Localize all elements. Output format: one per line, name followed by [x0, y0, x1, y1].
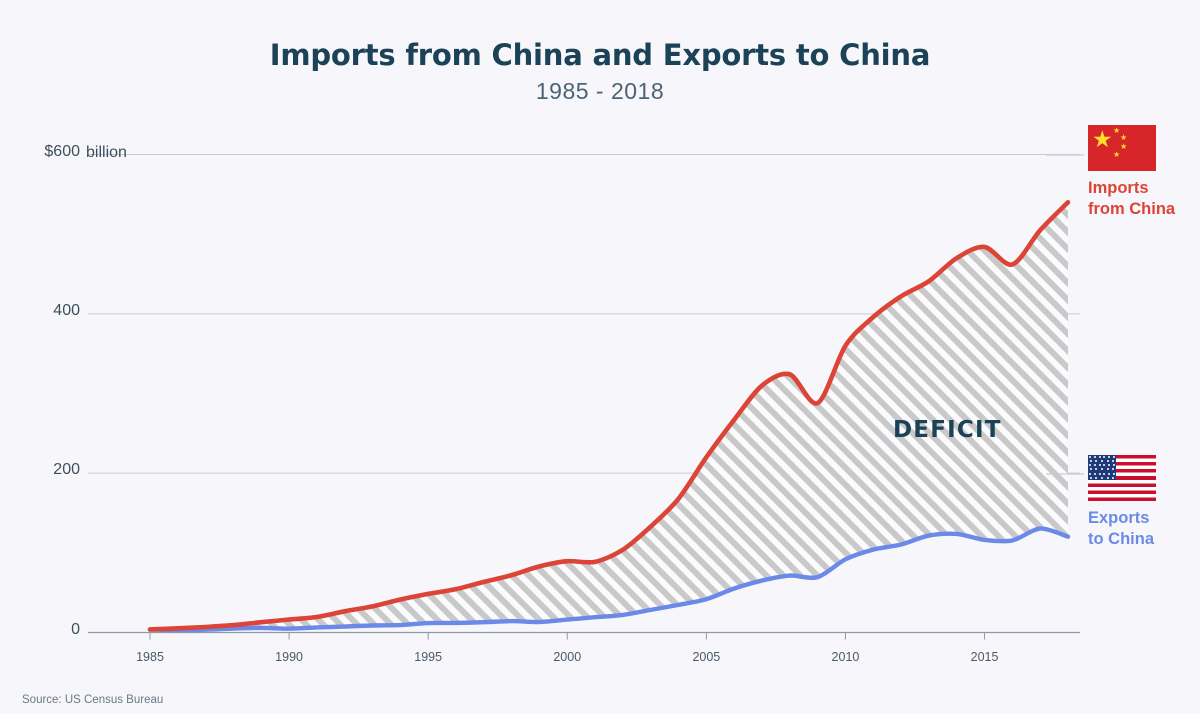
y-axis-label: $600	[44, 142, 80, 160]
legend-exports-label-line1: Exports	[1088, 509, 1150, 527]
x-axis-label: 1985	[136, 650, 164, 664]
page-title: Imports from China and Exports to China	[269, 38, 931, 72]
legend-item-imports[interactable]: ★ ★ ★ ★ ★ Imports from China	[1088, 125, 1175, 220]
exports-line	[147, 526, 1071, 633]
x-axis-label: 2015	[970, 650, 999, 664]
legend-imports-label-line2: from China	[1088, 200, 1176, 219]
page-subtitle: 1985 - 2018	[535, 78, 665, 104]
x-axis-label: 2010	[831, 650, 860, 664]
y-axis-label: 200	[53, 461, 80, 479]
legend-exports-label-line2: to China	[1088, 530, 1154, 549]
y-axis-label: 400	[53, 301, 80, 319]
x-axis-ticks	[149, 632, 986, 640]
x-axis-label: 2000	[553, 650, 582, 664]
x-axis-label: 1995	[414, 650, 443, 664]
y-axis-label: 0	[71, 620, 80, 638]
x-axis-label: 1990	[275, 650, 303, 664]
deficit-area	[150, 202, 1068, 631]
legend-imports-label-line1: Imports	[1088, 179, 1149, 197]
deficit-annotation: DEFICIT	[893, 417, 1002, 443]
y-axis-unit-label: billion	[86, 143, 127, 161]
usa-flag-icon	[1088, 455, 1156, 501]
source-note: Source: US Census Bureau	[22, 694, 164, 706]
legend-item-exports[interactable]: Exports to China	[1088, 455, 1156, 550]
china-flag-icon: ★ ★ ★ ★ ★	[1088, 125, 1156, 171]
x-axis-label: 2005	[692, 650, 721, 664]
imports-line	[147, 200, 1071, 632]
